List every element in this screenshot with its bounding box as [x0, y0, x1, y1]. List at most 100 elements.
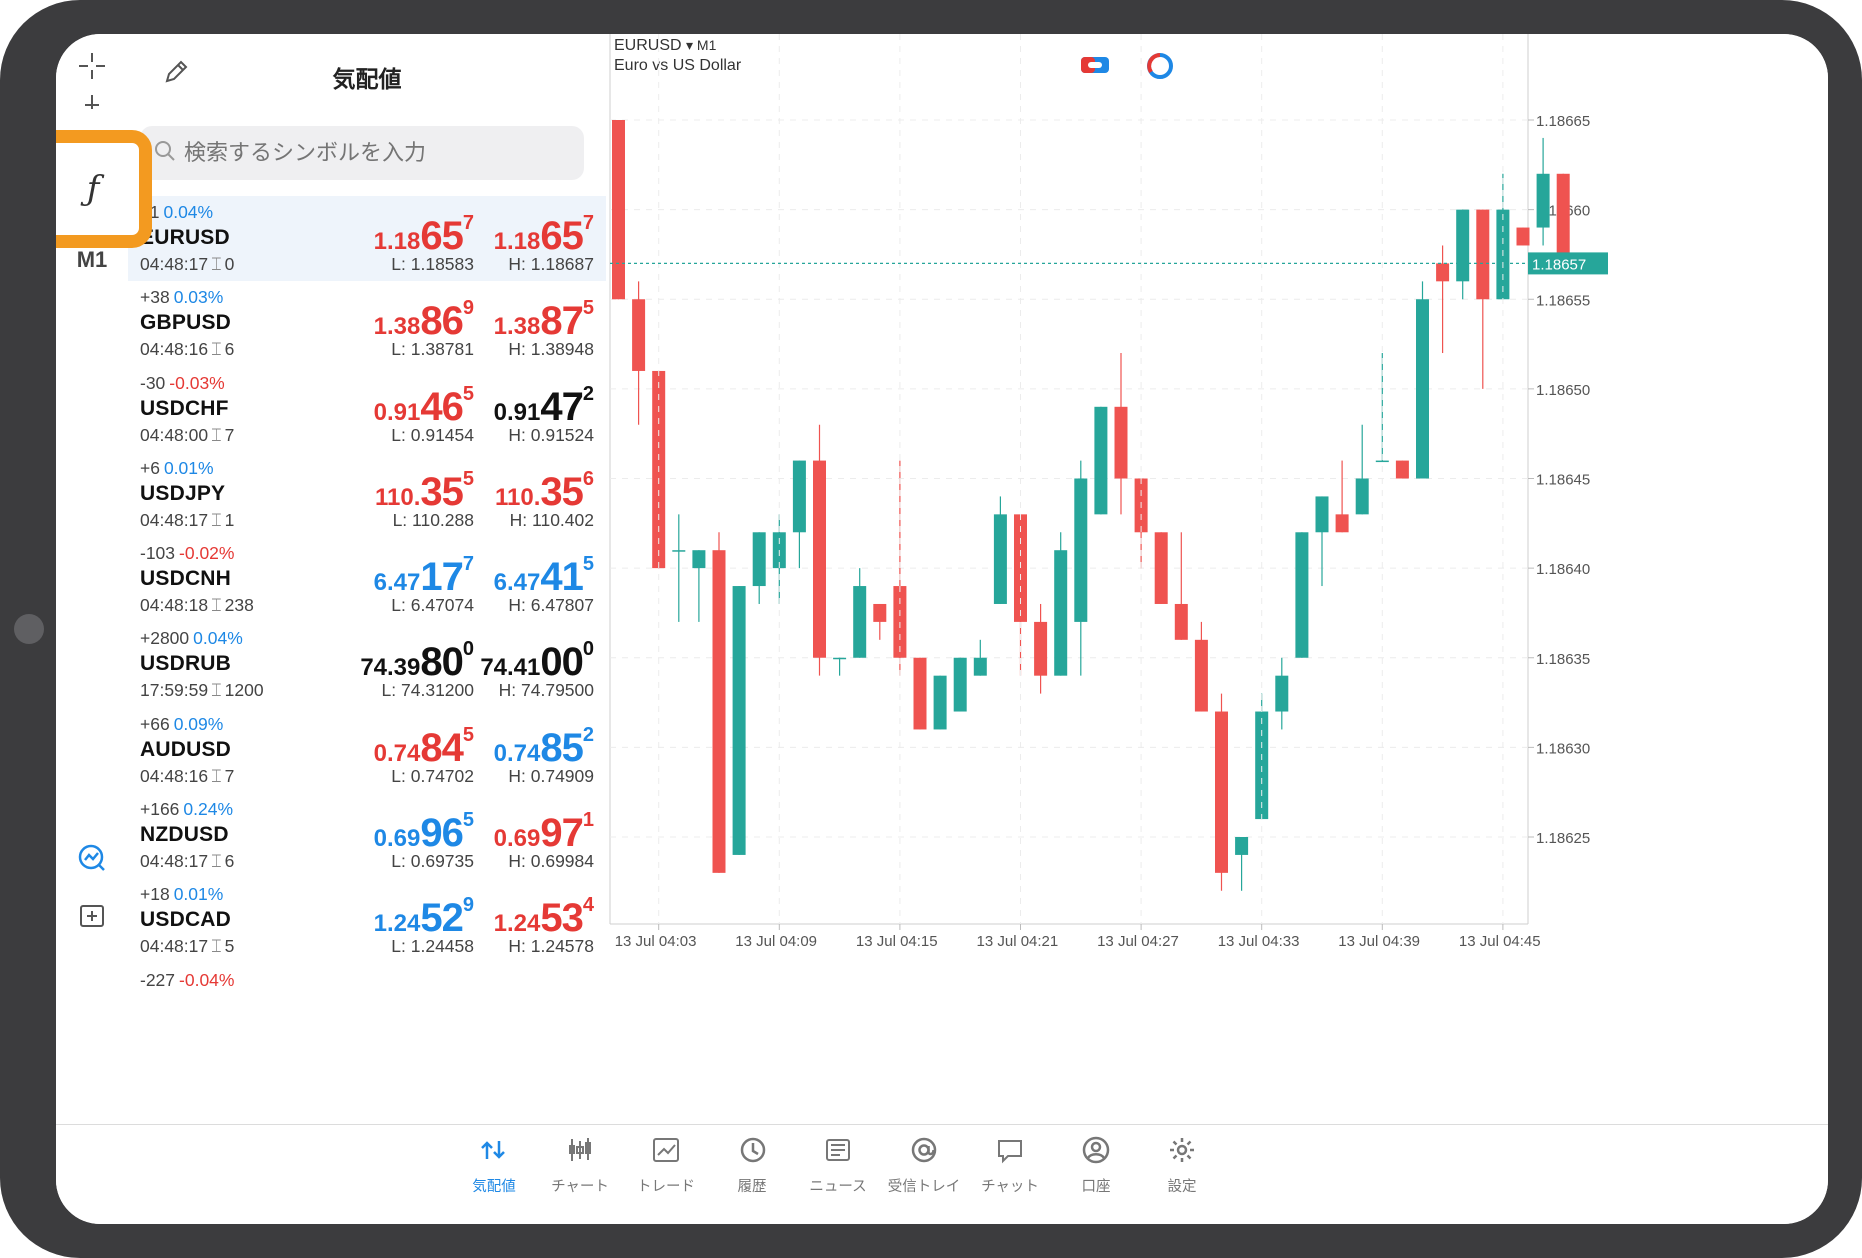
nav-item-quotes[interactable]: 気配値	[449, 1135, 539, 1196]
change-percent: -0.02%	[179, 543, 235, 564]
price-chart[interactable]: EURUSD ▾ M1 Euro vs US Dollar 1.18665 1.1…	[606, 34, 1828, 1124]
quote-row[interactable]: -103 -0.02% USDCNH 04:48:18 ⌶ 238 6.47177 6.474…	[128, 537, 606, 622]
quote-spread: 238	[224, 595, 254, 616]
nav-label: 気配値	[472, 1179, 516, 1195]
y-tick-label: 1.18665	[1536, 113, 1590, 130]
signal-icon[interactable]	[1144, 50, 1176, 86]
quote-row[interactable]: +6 0.01% USDJPY 04:48:17 ⌶ 1 110.355 110.356 L: …	[128, 452, 606, 537]
ask-price[interactable]: 6.47415	[493, 553, 594, 600]
bid-price[interactable]: 1.18657	[373, 212, 474, 258]
spread-icon: ⌶	[211, 595, 222, 616]
candle-body	[1536, 173, 1550, 228]
symbol-search-input[interactable]	[182, 139, 566, 167]
quote-row[interactable]: -227 -0.04%	[128, 964, 606, 1049]
quote-symbol: USDRUB	[140, 652, 232, 676]
quote-row[interactable]: +38 0.03% GBPUSD 04:48:16 ⌶ 6 1.38869 1.38875 L:…	[128, 281, 606, 366]
candle-body	[1074, 478, 1088, 622]
ask-price[interactable]: 1.18657	[493, 212, 594, 258]
quote-time: 04:48:00 ⌶ 7	[140, 425, 234, 446]
x-tick-label: 13 Jul 04:15	[856, 933, 938, 950]
change-percent: -0.03%	[169, 372, 225, 393]
change-percent: 0.03%	[173, 287, 224, 308]
add-object-icon[interactable]	[56, 92, 128, 112]
nav-label: 履歴	[737, 1179, 767, 1195]
change-points: -30	[140, 372, 166, 393]
bid-price[interactable]: 6.47177	[373, 553, 474, 600]
candle-body	[1194, 639, 1208, 712]
nav-label: チャート	[551, 1179, 609, 1195]
crosshair-icon[interactable]	[56, 44, 128, 88]
daily-low: L: 1.18583	[391, 254, 474, 274]
y-tick-label: 1.18635	[1536, 651, 1590, 668]
bid-price[interactable]: 74.39800	[360, 638, 474, 685]
quote-row[interactable]: +2800 0.04% USDRUB 17:59:59 ⌶ 1200 74.39800 74.…	[128, 622, 606, 707]
x-tick-label: 13 Jul 04:09	[735, 933, 817, 950]
symbol-search-box[interactable]	[140, 126, 584, 180]
quote-row[interactable]: +66 0.09% AUDUSD 04:48:16 ⌶ 7 0.74845 0.74852 L:…	[128, 708, 606, 793]
trading-signal-icon[interactable]	[56, 838, 128, 878]
ask-price[interactable]: 0.91472	[493, 382, 594, 429]
nav-item-chart[interactable]: チャート	[535, 1135, 625, 1196]
nav-label: 設定	[1167, 1179, 1197, 1195]
y-tick-label: 1.18645	[1536, 472, 1590, 489]
chart-symbol-label[interactable]: EURUSD ▾ M1	[614, 37, 716, 55]
candle-body	[993, 514, 1007, 604]
quote-symbol: NZDUSD	[140, 823, 229, 847]
bid-price[interactable]: 1.38869	[373, 297, 474, 344]
bid-price[interactable]: 110.355	[374, 467, 474, 514]
ask-price[interactable]: 0.69971	[493, 809, 594, 856]
candle-body	[1456, 209, 1470, 282]
candle-body	[1014, 514, 1027, 622]
quote-time: 04:48:18 ⌶ 238	[140, 595, 254, 616]
timeframe-button[interactable]: M1	[76, 247, 108, 272]
ask-price[interactable]: 0.74852	[493, 723, 594, 770]
quote-change: -30 -0.03%	[140, 373, 225, 394]
candle-body	[813, 460, 826, 658]
ask-price[interactable]: 1.38875	[493, 297, 594, 344]
one-click-trading-icon[interactable]	[1080, 54, 1110, 80]
home-button[interactable]	[14, 614, 44, 644]
bid-price[interactable]: 0.74845	[373, 723, 474, 770]
quote-row[interactable]: 510.04%EURUSD04:48:17⌶01.186571.18657L: …	[128, 196, 606, 282]
candle-body	[1295, 532, 1309, 658]
candle-body	[1154, 532, 1168, 604]
chart-description: Euro vs US Dollar	[614, 57, 742, 74]
nav-item-history[interactable]: 履歴	[707, 1135, 797, 1196]
quote-spread: 7	[224, 765, 235, 786]
quote-row[interactable]: +18 0.01% USDCAD 04:48:17 ⌶ 5 1.24529 1.24534 L:…	[128, 878, 606, 963]
daily-low: L: 1.38781	[391, 339, 474, 360]
nav-item-account[interactable]: 口座	[1051, 1135, 1141, 1196]
candle-body	[1174, 603, 1188, 640]
quote-row[interactable]: -30 -0.03% USDCHF 04:48:00 ⌶ 7 0.91465 0.91472 L…	[128, 367, 606, 452]
candle-body	[1255, 711, 1269, 820]
chart-icon	[569, 1138, 591, 1161]
x-tick-label: 13 Jul 04:45	[1459, 933, 1541, 950]
bid-price[interactable]: 0.69965	[373, 809, 474, 856]
quote-row[interactable]: +166 0.24% NZDUSD 04:48:17 ⌶ 6 0.69965 0.69971 L…	[128, 793, 606, 878]
change-points: +6	[140, 457, 160, 478]
edit-pencil-icon[interactable]	[162, 58, 190, 90]
nav-label: 口座	[1081, 1179, 1111, 1195]
nav-item-trade[interactable]: トレード	[621, 1135, 711, 1196]
nav-item-news[interactable]: ニュース	[793, 1135, 883, 1196]
bid-price[interactable]: 0.91465	[373, 382, 474, 429]
add-chart-icon[interactable]	[56, 896, 128, 936]
ask-price[interactable]: 74.41000	[480, 638, 594, 685]
current-price-badge	[1528, 252, 1608, 275]
daily-high: H: 6.47807	[508, 595, 594, 616]
quote-symbol: USDCNH	[140, 567, 232, 591]
quote-spread: 1	[224, 509, 235, 530]
indicators-button-highlight[interactable]: ƒ	[56, 130, 152, 248]
nav-item-mailbox[interactable]: 受信トレイ	[879, 1135, 969, 1196]
nav-item-chat[interactable]: チャット	[965, 1135, 1055, 1196]
ask-price[interactable]: 1.24534	[493, 894, 594, 941]
candlestick-chart: 1.186651.186601.186551.186501.186451.186…	[609, 34, 1608, 950]
quotes-icon	[481, 1141, 505, 1159]
ask-price[interactable]: 110.356	[494, 467, 594, 514]
nav-item-settings[interactable]: 設定	[1137, 1135, 1227, 1196]
chart-timeframe: ▾ M1	[686, 37, 717, 53]
nav-label: 受信トレイ	[887, 1179, 961, 1195]
change-points: +166	[140, 799, 180, 820]
bid-price[interactable]: 1.24529	[373, 894, 474, 941]
daily-high: H: 1.38948	[508, 339, 594, 360]
